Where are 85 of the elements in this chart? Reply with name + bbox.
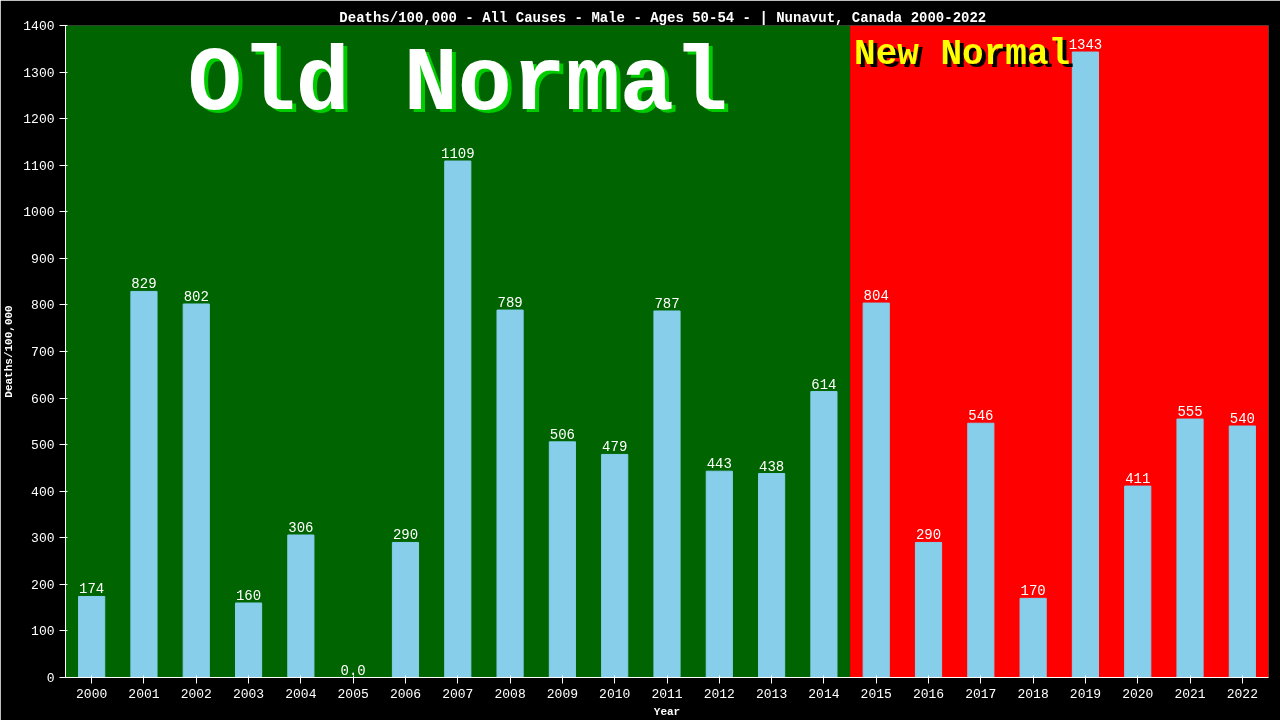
x-tick-label: 2011: [651, 686, 683, 702]
data-label: 290: [915, 527, 942, 544]
bar: [1071, 51, 1100, 678]
x-tick-label: 2022: [1226, 686, 1258, 702]
x-tick-label: 2007: [442, 686, 474, 702]
bar: [758, 473, 786, 678]
y-tick-label: 200: [31, 577, 55, 593]
data-label: 540: [1229, 411, 1255, 428]
data-label: 546: [968, 408, 994, 425]
x-tick-label: 2000: [76, 686, 108, 702]
x-tick-label: 2020: [1122, 686, 1154, 702]
x-tick-label: 2009: [546, 686, 579, 702]
x-tick-label: 2015: [860, 686, 892, 702]
y-tick-label: 1400: [23, 19, 55, 34]
x-axis-title: Year: [653, 705, 681, 718]
x-tick-label: 2012: [703, 686, 735, 702]
data-label: 160: [235, 587, 262, 604]
bar: [78, 595, 106, 678]
bar: [496, 309, 524, 678]
data-label: 802: [183, 289, 209, 305]
bar: [914, 541, 943, 678]
bar: [653, 310, 681, 678]
x-tick-label: 2008: [494, 686, 526, 702]
x-tick-label: 2010: [599, 686, 631, 702]
data-label: 174: [79, 581, 105, 598]
bar: [810, 391, 838, 678]
bar: [967, 422, 995, 678]
data-label: 555: [1177, 404, 1203, 421]
data-label: 411: [1125, 471, 1151, 488]
data-label: 170: [1020, 583, 1046, 600]
y-axis-title: Deaths/100,000: [3, 305, 16, 398]
x-tick-label: 2019: [1069, 686, 1102, 702]
data-label: 438: [759, 458, 785, 475]
y-tick-label: 1200: [23, 112, 55, 128]
data-label: 0.0: [340, 662, 366, 679]
x-tick-label: 2017: [965, 686, 997, 702]
x-tick-label: 2018: [1017, 686, 1049, 702]
bar: [705, 470, 733, 678]
bar: [234, 602, 263, 678]
x-tick-label: 2002: [180, 686, 212, 702]
y-tick-label: 1300: [23, 65, 55, 81]
x-tick-label: 2014: [808, 686, 840, 702]
bar: [862, 302, 890, 678]
bar: [601, 453, 629, 678]
data-label: 804: [863, 288, 889, 305]
x-tick-label: 2006: [389, 686, 422, 702]
data-label: 1109: [440, 146, 475, 163]
y-tick-label: 0: [46, 671, 55, 686]
data-label: 614: [811, 376, 837, 393]
x-tick-label: 2016: [912, 686, 945, 702]
bar: [287, 534, 315, 678]
y-tick-label: 100: [31, 624, 55, 640]
x-tick-label: 2004: [285, 686, 317, 702]
bar: [391, 541, 420, 678]
x-tick-label: 2001: [128, 686, 160, 702]
y-tick-label: 800: [31, 298, 55, 314]
x-tick-label: 2005: [337, 686, 369, 702]
data-label: 479: [602, 439, 628, 456]
y-tick-label: 900: [31, 251, 55, 267]
bar: [1019, 597, 1047, 678]
bar: [444, 160, 472, 678]
data-label: 306: [288, 519, 314, 536]
y-tick-label: 1000: [23, 205, 55, 221]
data-label: 787: [654, 295, 680, 312]
bar: [1228, 425, 1256, 678]
bar: [1176, 418, 1204, 678]
x-tick-label: 2003: [232, 686, 265, 702]
y-tick-label: 400: [31, 484, 55, 500]
x-tick-label: 2013: [756, 686, 788, 702]
data-label: 506: [549, 426, 576, 443]
bar: [1124, 485, 1152, 678]
y-tick-label: 1100: [23, 158, 55, 174]
data-label: 829: [131, 276, 157, 293]
bar: [548, 441, 576, 678]
y-tick-label: 700: [31, 345, 55, 360]
y-tick-label: 300: [31, 531, 55, 547]
data-label: 789: [497, 295, 523, 312]
bar: [182, 303, 210, 678]
data-label: 443: [706, 456, 732, 473]
bar: [130, 290, 158, 678]
chart-title: Deaths/100,000 - All Causes - Male - Ages 50-54 - | Nunavut, Canada 2000-2022: [339, 9, 987, 26]
x-tick-label: 2021: [1174, 686, 1206, 702]
data-label: 290: [392, 527, 419, 544]
y-tick-label: 500: [31, 438, 55, 454]
y-tick-label: 600: [31, 391, 55, 407]
